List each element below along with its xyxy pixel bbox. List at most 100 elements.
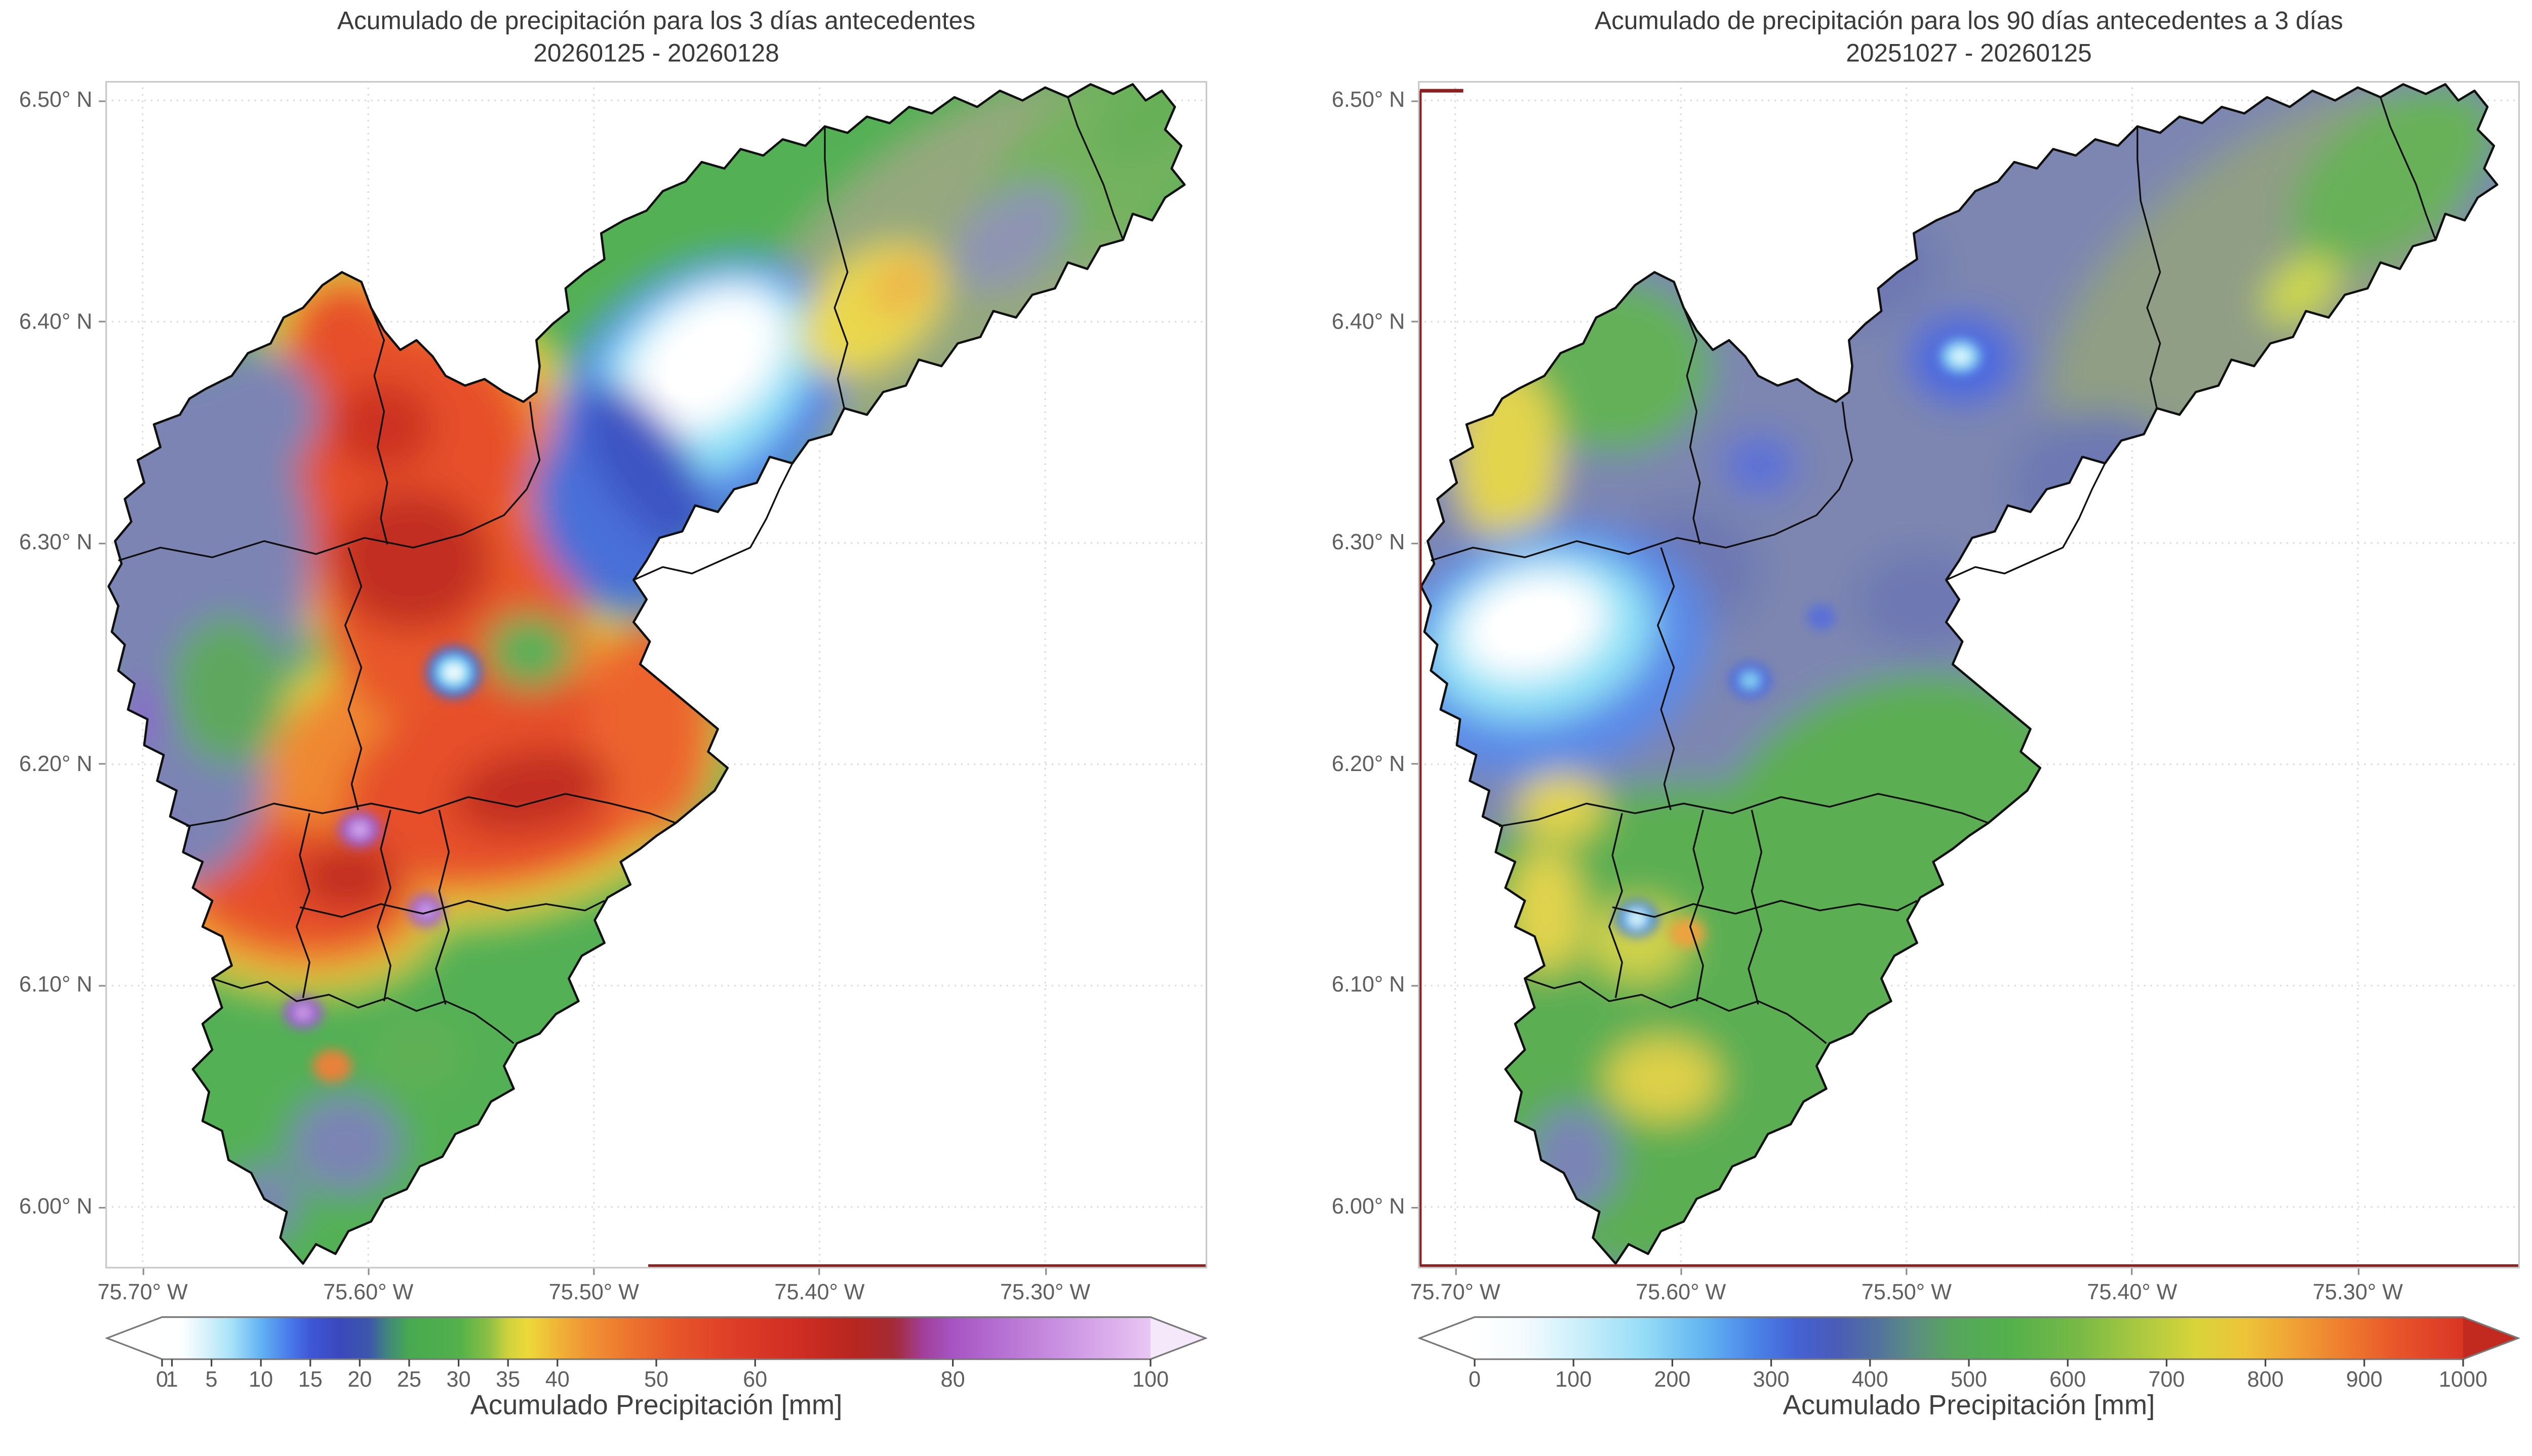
municipality-border [1748,810,1763,1005]
x-tick-label: 75.60° W [323,1280,414,1304]
precip-field [108,84,1185,1264]
tick-mark [367,1268,369,1275]
y-tick-label: 6.10° N [1331,973,1405,997]
panel-title-line1: Acumulado de precipitación para los 90 d… [1595,8,2343,36]
tick-mark [1411,320,1418,323]
colorbar-tick-label: 50 [644,1367,669,1392]
basin-outline [1420,83,2499,1265]
colorbar-tick-label: 200 [1654,1367,1691,1392]
municipality-border [186,793,676,827]
colorbar-tick-label: 700 [2148,1367,2185,1392]
y-tick-label: 6.30° N [1331,530,1405,554]
colorbar-gradient [1475,1317,2463,1359]
municipality-border [633,463,794,581]
colorbar-tick-label: 300 [1753,1367,1790,1392]
x-tick-label: 75.40° W [2087,1280,2178,1304]
precip-field [1421,84,2498,1264]
colorbar-tick-label: 40 [545,1367,570,1392]
colorbar-label: Acumulado Precipitación [mm] [470,1390,843,1421]
x-tick-label: 75.70° W [1410,1280,1500,1304]
y-tick-label: 6.40° N [1331,308,1405,333]
colorbar-tick-label: 100 [1132,1367,1169,1392]
municipality-border [299,900,605,918]
y-tick-label: 6.50° N [1331,87,1405,112]
colorbar-tick-label: 0 [155,1367,168,1392]
municipality-border [344,547,363,811]
municipality-border [295,813,310,998]
colorbar-tick-label: 80 [940,1367,965,1392]
tick-mark [1454,1268,1456,1275]
tick-mark [1906,1268,1908,1275]
colorbar-tick-label: 600 [2049,1367,2086,1392]
x-tick-label: 75.50° W [1861,1280,1952,1304]
municipality-border [376,810,391,1001]
colorbar-tick-label: 5 [205,1367,218,1392]
municipality-border [824,126,849,409]
colorbar-tick-label: 35 [496,1367,521,1392]
tick-mark [2357,1268,2359,1275]
x-tick-label: 75.30° W [2312,1280,2403,1304]
colorbar-tick-label: 10 [249,1367,273,1392]
municipality-border [1612,900,1918,918]
colorbar-tick-label: 60 [743,1367,768,1392]
x-tick-label: 75.50° W [548,1280,639,1304]
municipality-border [1524,978,1827,1044]
tick-mark [1411,985,1418,987]
colorbar-tick-label: 15 [298,1367,323,1392]
tick-mark [1411,763,1418,765]
map-svg [105,81,1207,1269]
colorbar-under-arrow [107,1317,162,1359]
colorbar-tick-label: 20 [347,1367,372,1392]
municipality-border [2380,97,2437,240]
y-tick-label: 6.10° N [19,973,93,997]
municipality-border [1608,813,1623,998]
basin-outline [107,83,1186,1265]
colorbar-tick-label: 800 [2247,1367,2284,1392]
y-tick-label: 6.40° N [19,308,93,333]
tick-mark [2131,1268,2133,1275]
colorbar-over-arrow [2463,1317,2518,1359]
colorbar-tick-label: 0 [1468,1367,1481,1392]
panel-title: Acumulado de precipitación para los 3 dí… [105,7,1207,72]
gridlines [1418,81,2520,1269]
municipality-border [1946,463,2106,581]
colorbar-svg [1418,1316,2520,1367]
plot-spine [105,81,1207,1269]
y-tick-label: 6.00° N [19,1194,93,1219]
x-tick-label: 75.30° W [1000,1280,1091,1304]
municipality-border [435,810,450,1005]
colorbar-tick-label: 30 [446,1367,471,1392]
tick-mark [818,1268,820,1275]
tick-mark [99,1206,105,1208]
municipality-border [1498,793,1989,827]
colorbar [105,1315,1207,1370]
x-tick-label: 75.40° W [774,1280,865,1304]
tick-mark [142,1268,144,1275]
y-tick-label: 6.30° N [19,530,93,554]
tick-mark [1411,542,1418,544]
colorbar-tick-label: 1000 [2438,1367,2488,1392]
tick-mark [1680,1268,1682,1275]
x-tick-label: 75.70° W [97,1280,188,1304]
colorbar-svg [105,1316,1207,1367]
y-tick-label: 6.50° N [19,87,93,112]
municipality-border [370,307,388,545]
tick-mark [99,763,105,765]
colorbar-tick-label: 25 [397,1367,422,1392]
colorbar [1418,1315,2520,1370]
colorbar-tick-label: 1 [166,1367,178,1392]
colorbar-label: Acumulado Precipitación [mm] [1783,1390,2155,1421]
colorbar-over-arrow [1151,1317,1206,1359]
panel-title: Acumulado de precipitación para los 90 d… [1418,7,2520,72]
y-tick-label: 6.20° N [19,751,93,776]
municipality-border [1683,307,1701,545]
tick-mark [99,320,105,323]
